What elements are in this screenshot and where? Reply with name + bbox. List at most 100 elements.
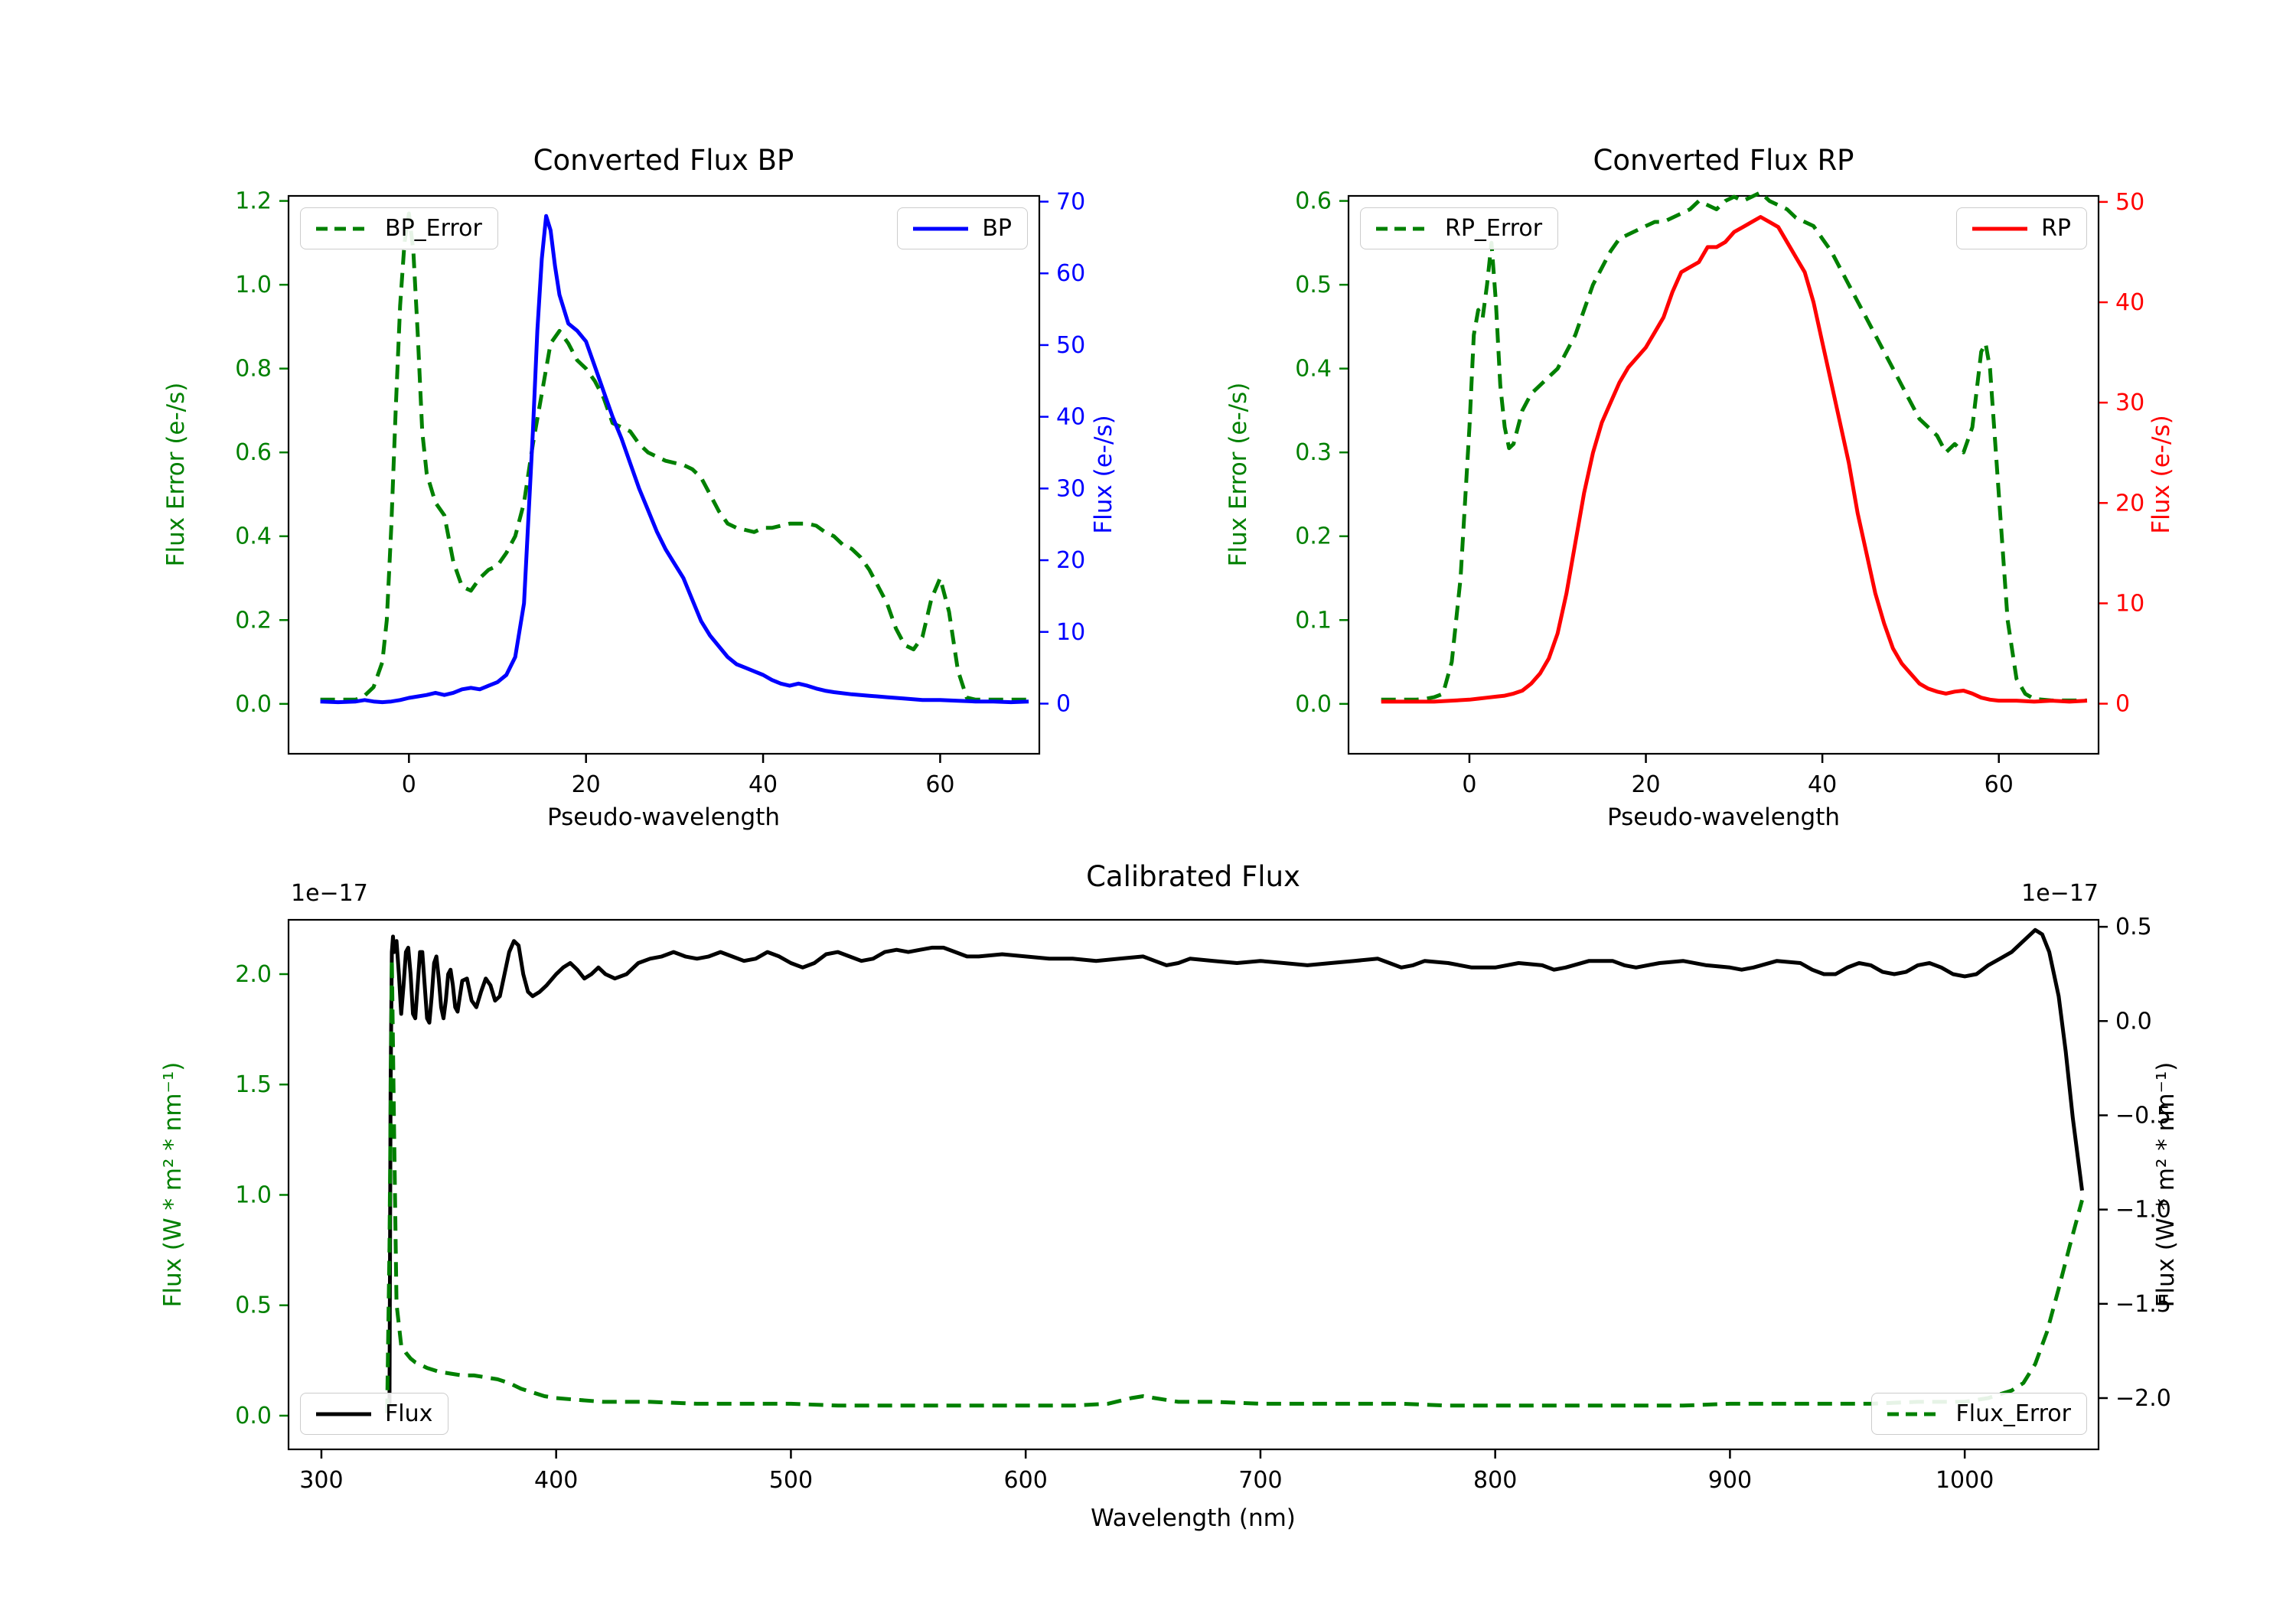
y-tick-label: 40 [1056,404,1085,431]
bp-legend: BP [897,207,1028,249]
chart-rp: 0 20 40 60 0.0 0.1 0.2 0.3 0.4 0.5 0.6 0 10 20 30 40 50 [1295,188,2144,798]
y-tick-label: 1.0 [235,1182,272,1208]
y-tick-label: 0.2 [235,607,272,634]
rp-xaxis-label: Pseudo-wavelength [1606,804,1841,831]
series-BP [320,214,1029,705]
cal-left-yaxis-label: Flux (W * m² * nm⁻¹) [159,1061,187,1308]
rp-chart-title: Converted Flux RP [1593,144,1854,177]
y-tick-label: 0.1 [1295,607,1332,634]
y-tick-label: 20 [2115,490,2144,517]
y-tick-label: 1.0 [235,272,272,298]
dashed-line-sample-icon [1376,227,1431,230]
solid-line-sample-icon [1972,227,2028,230]
y-tick-label: 0 [1056,690,1071,717]
x-tick-label: 60 [925,771,954,798]
flux-legend: Flux [300,1393,449,1435]
x-tick-label: 20 [572,771,601,798]
y-tick-label: 0.6 [1295,188,1332,215]
y-tick-label: 10 [2115,590,2144,617]
x-tick-label: 600 [1004,1467,1048,1494]
series-Flux [387,927,2084,1405]
x-tick-label: 0 [402,771,416,798]
flux-error-legend: Flux_Error [1870,1393,2087,1435]
y-tick-label: 0.2 [1295,523,1332,550]
y-tick-label: 2.0 [235,961,272,988]
chart-cal: 300 400 500 600 700 800 900 1000 0.0 0.5 1.0 1.5 2.0… [235,914,2171,1494]
y-tick-label: 50 [1056,332,1085,359]
x-tick-label: 1000 [1936,1467,1994,1494]
bp-chart-title: Converted Flux BP [533,144,794,177]
y-tick-label: 0.0 [235,1403,272,1429]
legend-label: BP_Error [385,215,482,242]
y-tick-label: 60 [1056,260,1085,287]
y-tick-label: 0.6 [235,439,272,466]
y-tick-label: 10 [1056,619,1085,646]
y-tick-label: 30 [2115,390,2144,416]
y-tick-label: 0.5 [1295,272,1332,298]
y-tick-label: 40 [2115,289,2144,316]
rp-error-legend: RP_Error [1360,207,1559,249]
x-tick-label: 40 [748,771,778,798]
bp-left-yaxis-label: Flux Error (e-/s) [162,382,190,567]
x-tick-label: 400 [534,1467,578,1494]
axes-frame [1347,194,2100,755]
y-tick-label: 0.0 [2115,1008,2152,1035]
calibrated-chart-title: Calibrated Flux [1086,860,1300,893]
cal-left-offset-text: 1e−17 [291,880,368,907]
legend-label: RP [2041,215,2071,242]
rp-right-yaxis-label: Flux (e-/s) [2148,415,2175,534]
series-RP [1381,215,2088,704]
cal-right-yaxis-label: Flux (W * m² * nm⁻¹) [2152,1061,2180,1308]
x-tick-label: 20 [1631,771,1660,798]
x-tick-label: 500 [769,1467,813,1494]
y-tick-label: −1.0 [2115,1197,2171,1224]
legend-label: RP_Error [1445,215,1543,242]
y-tick-label: 50 [2115,189,2144,216]
dashed-line-sample-icon [1887,1412,1942,1416]
rp-legend: RP [1956,207,2087,249]
y-tick-label: 1.5 [235,1071,272,1098]
chart-bp: 0 20 40 60 0.0 0.2 0.4 0.6 0.8 1.0 1.2 0 10 20 30 40 50 6… [235,188,1085,798]
y-tick-label: 0.0 [1295,691,1332,718]
x-tick-label: 700 [1238,1467,1282,1494]
y-tick-label: 20 [1056,547,1085,574]
legend-label: Flux_Error [1955,1400,2071,1427]
solid-line-sample-icon [316,1412,371,1416]
y-tick-label: 0.5 [2115,914,2152,940]
y-tick-label: 0.0 [235,691,272,718]
rp-left-yaxis-label: Flux Error (e-/s) [1225,382,1252,567]
y-tick-label: 0.4 [1295,356,1332,383]
bp-error-legend: BP_Error [300,207,498,249]
y-tick-label: 0.8 [235,356,272,383]
y-tick-label: 0.3 [1295,439,1332,466]
x-tick-label: 40 [1808,771,1837,798]
y-tick-label: 30 [1056,475,1085,502]
y-tick-label: −0.5 [2115,1102,2171,1129]
series-RP_Error [1381,191,2087,702]
x-tick-label: 0 [1462,771,1476,798]
y-tick-label: 0 [2115,691,2130,718]
dashed-line-sample-icon [316,227,371,230]
series-Flux_Error [385,957,2084,1413]
x-tick-label: 300 [299,1467,343,1494]
solid-line-sample-icon [913,227,969,230]
x-tick-label: 900 [1708,1467,1752,1494]
y-tick-label: 70 [1056,188,1085,215]
bp-xaxis-label: Pseudo-wavelength [546,804,781,831]
legend-label: BP [982,215,1012,242]
series-BP_Error [320,211,1029,702]
y-tick-label: 1.2 [235,188,272,215]
y-tick-label: −1.5 [2115,1291,2171,1318]
axes-frame [287,918,2100,1451]
cal-right-offset-text: 1e−17 [2021,880,2099,907]
x-tick-label: 60 [1985,771,2014,798]
bp-right-yaxis-label: Flux (e-/s) [1090,415,1117,534]
x-tick-label: 800 [1473,1467,1517,1494]
y-tick-label: 0.4 [235,523,272,550]
legend-label: Flux [385,1400,433,1427]
cal-xaxis-label: Wavelength (nm) [1091,1504,1296,1532]
y-tick-label: 0.5 [235,1292,272,1319]
axes-frame [287,194,1041,755]
